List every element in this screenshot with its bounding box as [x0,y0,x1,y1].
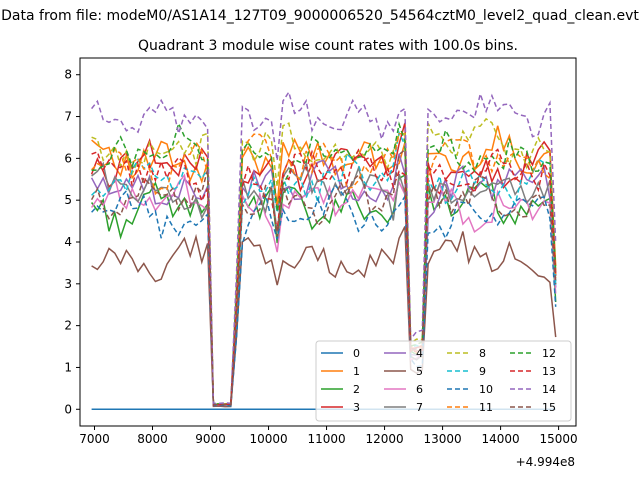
legend-label-10: 10 [479,383,493,396]
series-14-line [91,90,557,405]
series-11-line [91,132,557,406]
y-tick-label: 5 [64,193,72,207]
legend-label-15: 15 [542,401,556,414]
series-5-line [91,226,557,408]
series-8-line [91,117,557,405]
x-axis: 7000 8000 9000 10000 11000 12000 13000 14000 150… [79,426,578,446]
legend-label-12: 12 [542,347,556,360]
legend-label-7: 7 [416,401,423,414]
y-tick-label: 7 [64,110,72,124]
figure-suptitle: Data from file: modeM0/AS1A14_127T09_900… [1,8,639,24]
x-tick-label: 11000 [307,432,345,446]
legend-label-6: 6 [416,383,423,396]
legend-label-0: 0 [353,347,360,360]
series-10-line [91,184,557,407]
x-tick-label: 12000 [365,432,403,446]
legend-label-1: 1 [353,365,360,378]
y-tick-label: 4 [64,235,72,249]
chart-title: Quadrant 3 module wise count rates with … [138,38,518,54]
series-12-line [91,121,557,406]
x-tick-label: 13000 [423,432,461,446]
series-6-line [90,173,557,407]
legend-label-8: 8 [479,347,486,360]
y-tick-label: 3 [64,277,72,291]
legend-label-14: 14 [542,383,556,396]
legend-box [315,340,572,422]
y-tick-label: 0 [64,402,72,416]
y-tick-label: 1 [64,360,72,374]
legend-label-3: 3 [353,401,360,414]
x-tick-label: 9000 [195,432,226,446]
legend-label-4: 4 [416,347,423,360]
x-tick-label: 8000 [137,432,168,446]
series-13-line [91,148,557,406]
y-axis: 0 1 2 3 4 5 6 7 8 [64,68,80,416]
series-layer [90,90,557,411]
legend-label-9: 9 [479,365,486,378]
series-15-line [90,148,557,406]
y-tick-label: 8 [64,68,72,82]
series-3-line [90,122,557,406]
legend-label-11: 11 [479,401,493,414]
x-axis-offset-label: +4.994e8 [516,455,575,469]
x-tick-label: 7000 [79,432,110,446]
x-tick-label: 14000 [481,432,519,446]
x-tick-label: 15000 [540,432,578,446]
series-7-line [91,159,557,407]
legend-label-5: 5 [416,365,423,378]
legend-label-2: 2 [353,383,360,396]
x-tick-label: 10000 [249,432,287,446]
legend-label-13: 13 [542,365,556,378]
y-tick-label: 2 [64,319,72,333]
y-tick-label: 6 [64,151,72,165]
